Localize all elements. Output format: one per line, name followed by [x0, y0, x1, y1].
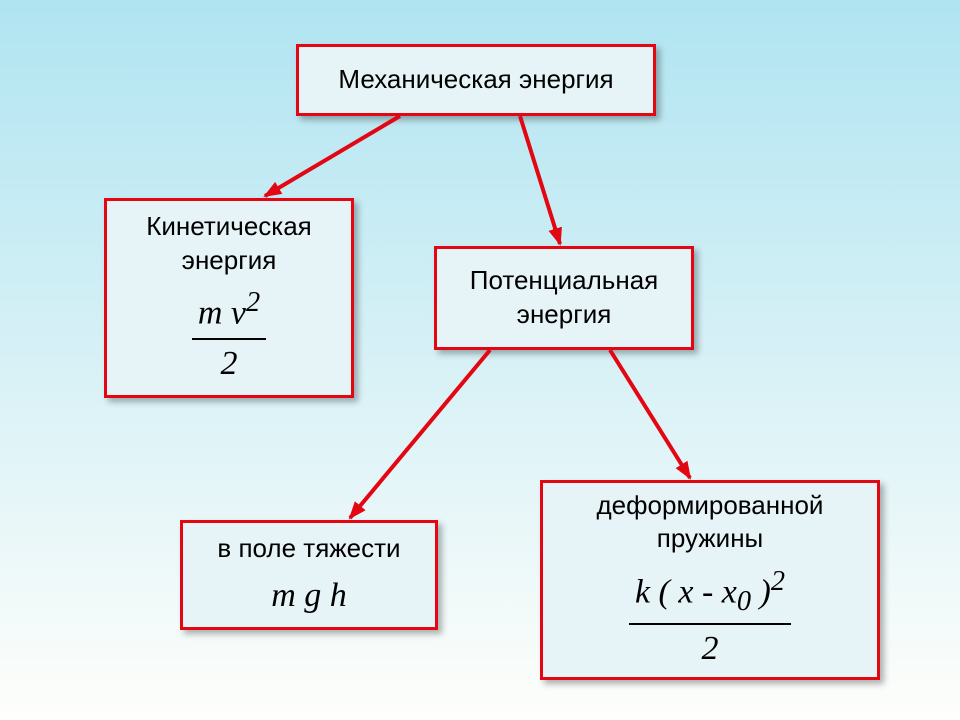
- node-potential: Потенциальнаяэнергия: [434, 246, 694, 350]
- kinetic-den: 2: [214, 340, 243, 386]
- node-kinetic-formula: m v2 2: [192, 285, 266, 386]
- spring-num-main: k ( x - x: [635, 574, 737, 611]
- node-gravity-formula: m g h: [271, 574, 347, 618]
- kinetic-num-sup: 2: [246, 287, 260, 318]
- node-root: Механическая энергия: [296, 44, 656, 116]
- spring-num-sub: 0: [737, 586, 751, 617]
- spring-num-sup: 2: [771, 566, 785, 597]
- node-spring-label: деформированнойпружины: [597, 489, 824, 557]
- node-potential-label: Потенциальнаяэнергия: [470, 264, 659, 332]
- node-spring-formula: k ( x - x0 )2 2: [629, 564, 791, 671]
- gravity-formula-text: m g h: [271, 577, 347, 614]
- node-kinetic-label: Кинетическаяэнергия: [146, 210, 312, 278]
- node-gravity-label: в поле тяжести: [217, 532, 400, 566]
- spring-den: 2: [696, 625, 725, 671]
- node-spring: деформированнойпружины k ( x - x0 )2 2: [540, 480, 880, 680]
- node-gravity: в поле тяжести m g h: [180, 520, 438, 630]
- kinetic-num-main: m v: [198, 295, 246, 332]
- spring-num-after: ): [751, 574, 771, 611]
- node-root-label: Механическая энергия: [338, 63, 613, 97]
- node-kinetic: Кинетическаяэнергия m v2 2: [104, 198, 354, 398]
